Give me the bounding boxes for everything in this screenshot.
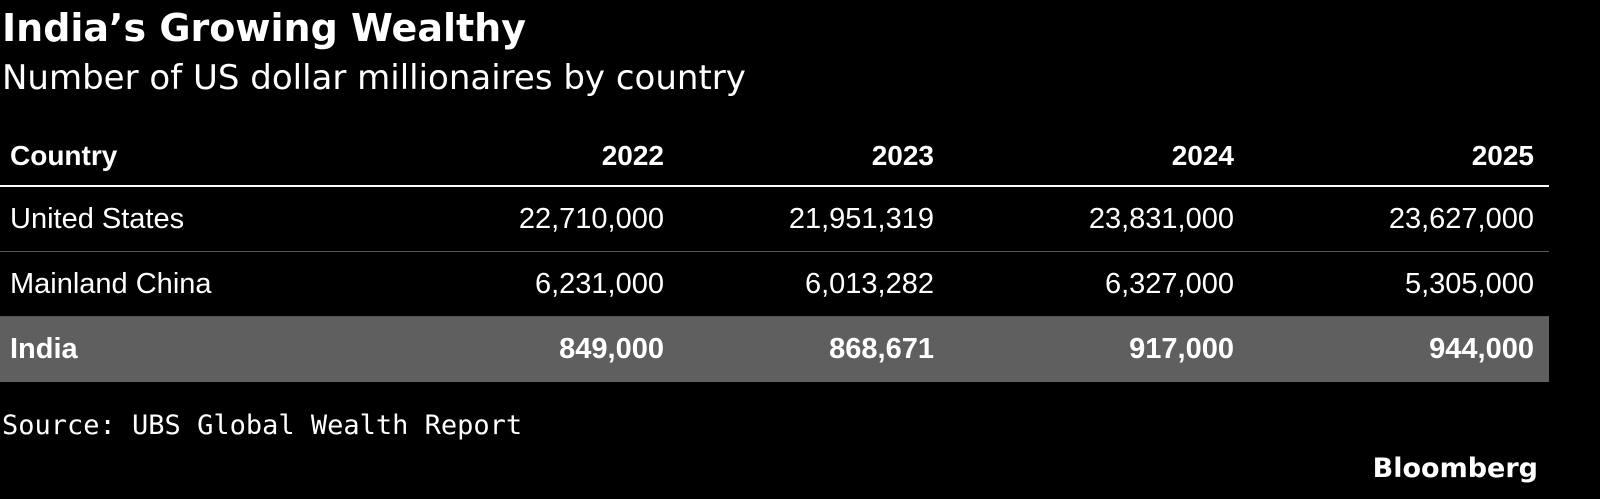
value-cell-2022: 849,000: [559, 333, 664, 365]
value-cell-2024: 6,327,000: [1104, 267, 1234, 300]
column-header-2022: 2022: [601, 139, 664, 171]
chart-subtitle: Number of US dollar millionaires by coun…: [2, 58, 746, 98]
value-cell-2022: 22,710,000: [518, 202, 664, 235]
column-header-2025: 2025: [1471, 139, 1534, 171]
millionaires-table: Country 2022 2023 2024 2025 United State…: [0, 126, 1549, 382]
column-header-2024: 2024: [1171, 139, 1234, 171]
source-note: Source: UBS Global Wealth Report: [2, 410, 523, 441]
value-cell-2023: 21,951,319: [788, 202, 934, 235]
value-cell-2023: 868,671: [829, 333, 934, 365]
table-row-mainland-china: Mainland China 6,231,000 6,013,282 6,327…: [0, 252, 1549, 317]
value-cell-2022: 6,231,000: [534, 267, 664, 300]
value-cell-2023: 6,013,282: [804, 267, 934, 300]
table-header-row: Country 2022 2023 2024 2025: [0, 126, 1549, 187]
country-cell: Mainland China: [10, 267, 212, 300]
bloomberg-logo: Bloomberg: [1372, 453, 1538, 484]
value-cell-2025: 23,627,000: [1388, 202, 1534, 235]
column-header-2023: 2023: [871, 139, 934, 171]
country-cell: United States: [10, 202, 185, 235]
value-cell-2024: 23,831,000: [1088, 202, 1234, 235]
value-cell-2024: 917,000: [1129, 333, 1234, 365]
table-row-india: India 849,000 868,671 917,000 944,000: [0, 317, 1549, 382]
table-row-united-states: United States 22,710,000 21,951,319 23,8…: [0, 187, 1549, 252]
chart-title: India’s Growing Wealthy: [2, 6, 526, 50]
value-cell-2025: 944,000: [1429, 333, 1534, 365]
country-cell: India: [10, 333, 78, 365]
value-cell-2025: 5,305,000: [1404, 267, 1534, 300]
column-header-country: Country: [10, 139, 118, 171]
